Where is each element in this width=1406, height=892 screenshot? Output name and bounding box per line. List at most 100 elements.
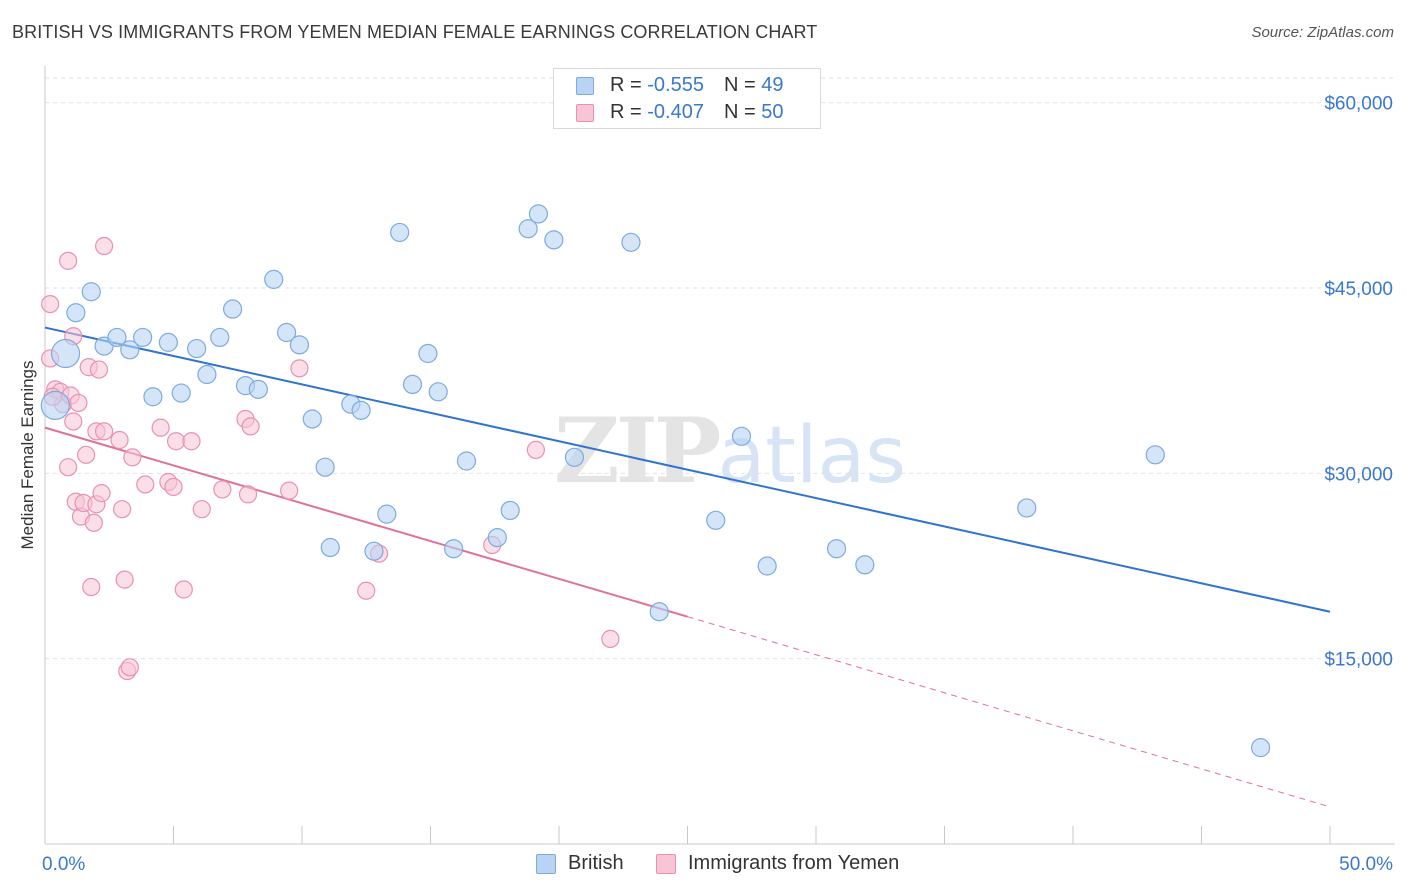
british-point	[500, 500, 520, 521]
british-point	[544, 230, 564, 250]
yemen-point	[136, 475, 155, 494]
yemen-point	[290, 359, 309, 378]
british-point	[264, 269, 284, 289]
british-point	[418, 343, 438, 364]
british-point	[158, 332, 178, 352]
british-point	[1251, 738, 1271, 758]
british-point	[133, 327, 153, 348]
yemen-trend-line	[44, 426, 688, 618]
yemen-point	[526, 440, 545, 459]
british-point	[731, 426, 752, 446]
r-label: R =	[610, 74, 648, 96]
y-tick-label: $15,000	[1324, 650, 1393, 671]
british-point	[444, 539, 464, 559]
tick-labels: $15,000 $30,000 $45,000 $60,000 0.0% 50.0% Med…	[18, 94, 1393, 875]
yemen-point	[77, 445, 96, 464]
grid-lines	[45, 77, 1395, 660]
british-point	[81, 282, 101, 302]
yemen-point	[95, 236, 114, 256]
yemen-point	[110, 430, 129, 450]
yemen-point	[192, 500, 211, 519]
british-point	[855, 555, 875, 575]
yemen-point	[84, 513, 103, 532]
yemen-point	[123, 448, 142, 467]
n-value: 49	[761, 74, 784, 96]
yemen-swatch	[576, 104, 594, 122]
british-point	[210, 327, 230, 348]
correlation-legend: R = -0.555 N = 49 R = -0.407 N = 50	[553, 68, 821, 129]
y-axis-label: Median Female Earnings	[18, 361, 37, 550]
british-swatch	[576, 77, 594, 95]
yemen-point	[241, 417, 260, 436]
yemen-point	[59, 251, 78, 270]
british-points	[40, 204, 1271, 758]
british-point	[320, 537, 340, 558]
r-label: R =	[610, 101, 648, 123]
british-point	[649, 602, 669, 622]
british-point	[377, 504, 397, 524]
n-label: N =	[723, 74, 762, 96]
n-value: 50	[761, 101, 784, 123]
british-point	[302, 409, 322, 429]
british-trend-line	[44, 326, 1331, 613]
y-tick-label: $60,000	[1324, 94, 1393, 115]
british-point	[223, 299, 243, 319]
yemen-legend-swatch	[656, 854, 676, 874]
british-point	[564, 447, 585, 467]
yemen-point	[95, 422, 114, 441]
british-point	[248, 379, 268, 399]
yemen-point	[151, 418, 170, 437]
british-point	[50, 338, 81, 369]
yemen-point	[357, 581, 376, 600]
british-point	[364, 541, 384, 561]
british-point	[428, 382, 448, 402]
british-point	[621, 232, 641, 252]
british-point	[1145, 445, 1165, 465]
chart-source: Source: ZipAtlas.com	[1251, 24, 1394, 41]
x-tick-label: 50.0%	[1339, 854, 1393, 875]
yemen-point	[59, 458, 78, 477]
british-point	[143, 387, 163, 407]
yemen-point	[166, 432, 186, 451]
british-point	[315, 457, 335, 477]
y-tick-label: $45,000	[1324, 279, 1393, 300]
yemen-point	[238, 485, 258, 504]
chart-title: BRITISH VS IMMIGRANTS FROM YEMEN MEDIAN …	[12, 22, 818, 42]
british-point	[171, 383, 191, 403]
british-point	[487, 527, 507, 548]
axes	[44, 66, 1395, 845]
legend-british-stats: R = -0.555 N = 49	[610, 74, 783, 97]
y-tick-label: $30,000	[1324, 464, 1393, 485]
trend-lines	[44, 326, 1331, 808]
n-label: N =	[723, 101, 762, 123]
british-point	[390, 222, 410, 243]
british-point	[528, 204, 549, 224]
british-legend-label: British	[568, 852, 624, 874]
british-point	[40, 390, 70, 421]
yemen-point	[92, 484, 111, 503]
yemen-trend-extension	[687, 616, 1331, 808]
british-point	[351, 400, 371, 420]
british-point	[1017, 498, 1037, 518]
british-point	[66, 303, 86, 323]
yemen-point	[89, 360, 109, 379]
yemen-point	[115, 570, 134, 589]
british-point	[187, 338, 207, 359]
yemen-point	[213, 480, 232, 499]
british-point	[706, 510, 726, 530]
yemen-point	[112, 500, 132, 519]
british-point	[289, 335, 310, 355]
legend-yemen-stats: R = -0.407 N = 50	[610, 101, 783, 124]
yemen-point	[120, 658, 139, 677]
yemen-point	[64, 412, 83, 431]
british-point	[456, 451, 477, 471]
yemen-point	[82, 577, 101, 597]
yemen-point	[174, 580, 193, 599]
british-point	[197, 364, 217, 385]
british-point	[757, 556, 777, 576]
british-legend-swatch	[536, 854, 556, 874]
yemen-point	[601, 629, 620, 649]
yemen-point	[41, 294, 60, 314]
yemen-points	[41, 236, 620, 681]
